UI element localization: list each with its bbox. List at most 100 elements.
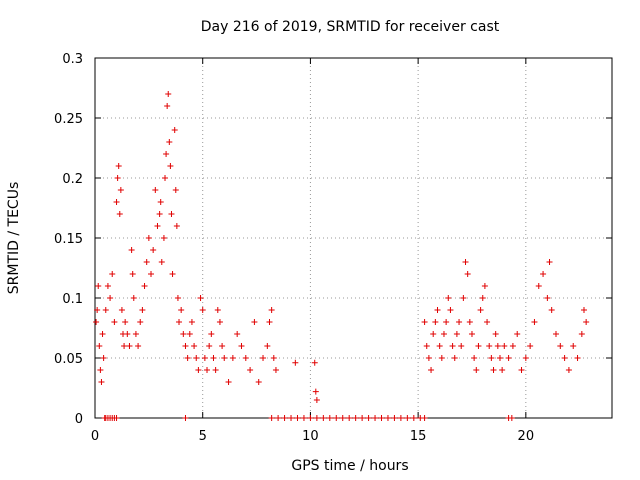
data-point: [460, 295, 467, 301]
data-point: [96, 343, 103, 349]
data-point: [188, 319, 195, 325]
data-point: [176, 319, 183, 325]
data-point: [100, 355, 107, 361]
data-point: [488, 355, 495, 361]
data-point: [128, 247, 135, 253]
data-point: [313, 415, 320, 421]
data-point: [102, 307, 109, 313]
data-point: [522, 355, 529, 361]
data-point: [456, 319, 463, 325]
data-point: [264, 343, 271, 349]
data-point: [432, 319, 439, 325]
data-point: [372, 415, 379, 421]
data-point: [281, 415, 288, 421]
data-point: [184, 355, 191, 361]
data-point: [499, 367, 506, 373]
data-point: [490, 367, 497, 373]
data-point: [173, 223, 180, 229]
data-point: [214, 307, 221, 313]
data-point: [339, 415, 346, 421]
data-point: [326, 415, 333, 421]
data-point: [234, 331, 241, 337]
data-point: [268, 307, 275, 313]
data-point: [117, 187, 124, 193]
data-point: [505, 355, 512, 361]
y-axis-label: SRMTID / TECUs: [6, 182, 22, 295]
data-point: [421, 415, 428, 421]
data-point: [150, 247, 157, 253]
data-point: [430, 331, 437, 337]
data-point: [531, 319, 538, 325]
data-point: [270, 355, 277, 361]
data-point: [473, 367, 480, 373]
data-point: [210, 355, 217, 361]
data-point: [94, 307, 101, 313]
data-point: [139, 307, 146, 313]
y-tick-label: 0.05: [54, 352, 83, 367]
data-point: [546, 259, 553, 265]
x-axis-label: GPS time / hours: [291, 458, 408, 474]
data-point: [311, 359, 318, 366]
data-point: [145, 235, 152, 241]
data-point: [492, 331, 499, 337]
data-point: [466, 319, 473, 325]
data-point: [141, 283, 148, 289]
data-point: [535, 283, 542, 289]
data-point: [229, 355, 236, 361]
data-point: [583, 319, 590, 325]
data-point: [116, 211, 123, 217]
y-tick-label: 0.15: [54, 232, 83, 247]
data-point: [580, 307, 587, 313]
data-point: [565, 367, 572, 373]
data-point: [221, 355, 228, 361]
data-point: [288, 415, 295, 421]
data-point: [544, 295, 551, 301]
data-point: [471, 355, 478, 361]
data-point: [98, 379, 105, 385]
data-point: [404, 415, 411, 421]
data-point: [169, 271, 176, 277]
data-point: [195, 367, 202, 373]
data-point: [496, 355, 503, 361]
data-point: [109, 271, 116, 277]
data-point: [294, 415, 301, 421]
data-point: [518, 367, 525, 373]
data-point: [312, 388, 319, 395]
data-point: [468, 331, 475, 337]
data-point: [164, 103, 171, 109]
data-point: [113, 199, 120, 205]
data-point: [121, 343, 128, 349]
data-point: [191, 343, 198, 349]
data-point: [268, 415, 275, 421]
data-point: [126, 343, 133, 349]
data-point: [449, 343, 456, 349]
data-point: [458, 343, 465, 349]
data-point: [238, 343, 245, 349]
grid-layer: [95, 58, 612, 418]
data-point: [425, 355, 432, 361]
data-point: [114, 175, 121, 181]
data-point: [186, 331, 193, 337]
data-point: [193, 355, 200, 361]
data-point: [292, 359, 299, 366]
data-point: [104, 283, 111, 289]
y-tick-label: 0.2: [62, 172, 83, 187]
data-point: [201, 355, 208, 361]
data-point: [514, 331, 521, 337]
data-point: [272, 367, 279, 373]
data-point: [212, 367, 219, 373]
data-point: [219, 343, 226, 349]
data-point: [574, 355, 581, 361]
data-point: [421, 319, 428, 325]
ticks-layer: 0 5 10 15 20 0 0.05 0.1 0.15 0.2 0.25 0.3: [54, 52, 612, 444]
x-tick-label: 20: [518, 429, 535, 444]
data-point: [97, 367, 104, 373]
data-point: [135, 343, 142, 349]
data-point: [156, 211, 163, 217]
data-point: [481, 283, 488, 289]
data-point: [115, 163, 122, 169]
data-point: [199, 307, 206, 313]
data-point: [168, 211, 175, 217]
data-point: [182, 343, 189, 349]
